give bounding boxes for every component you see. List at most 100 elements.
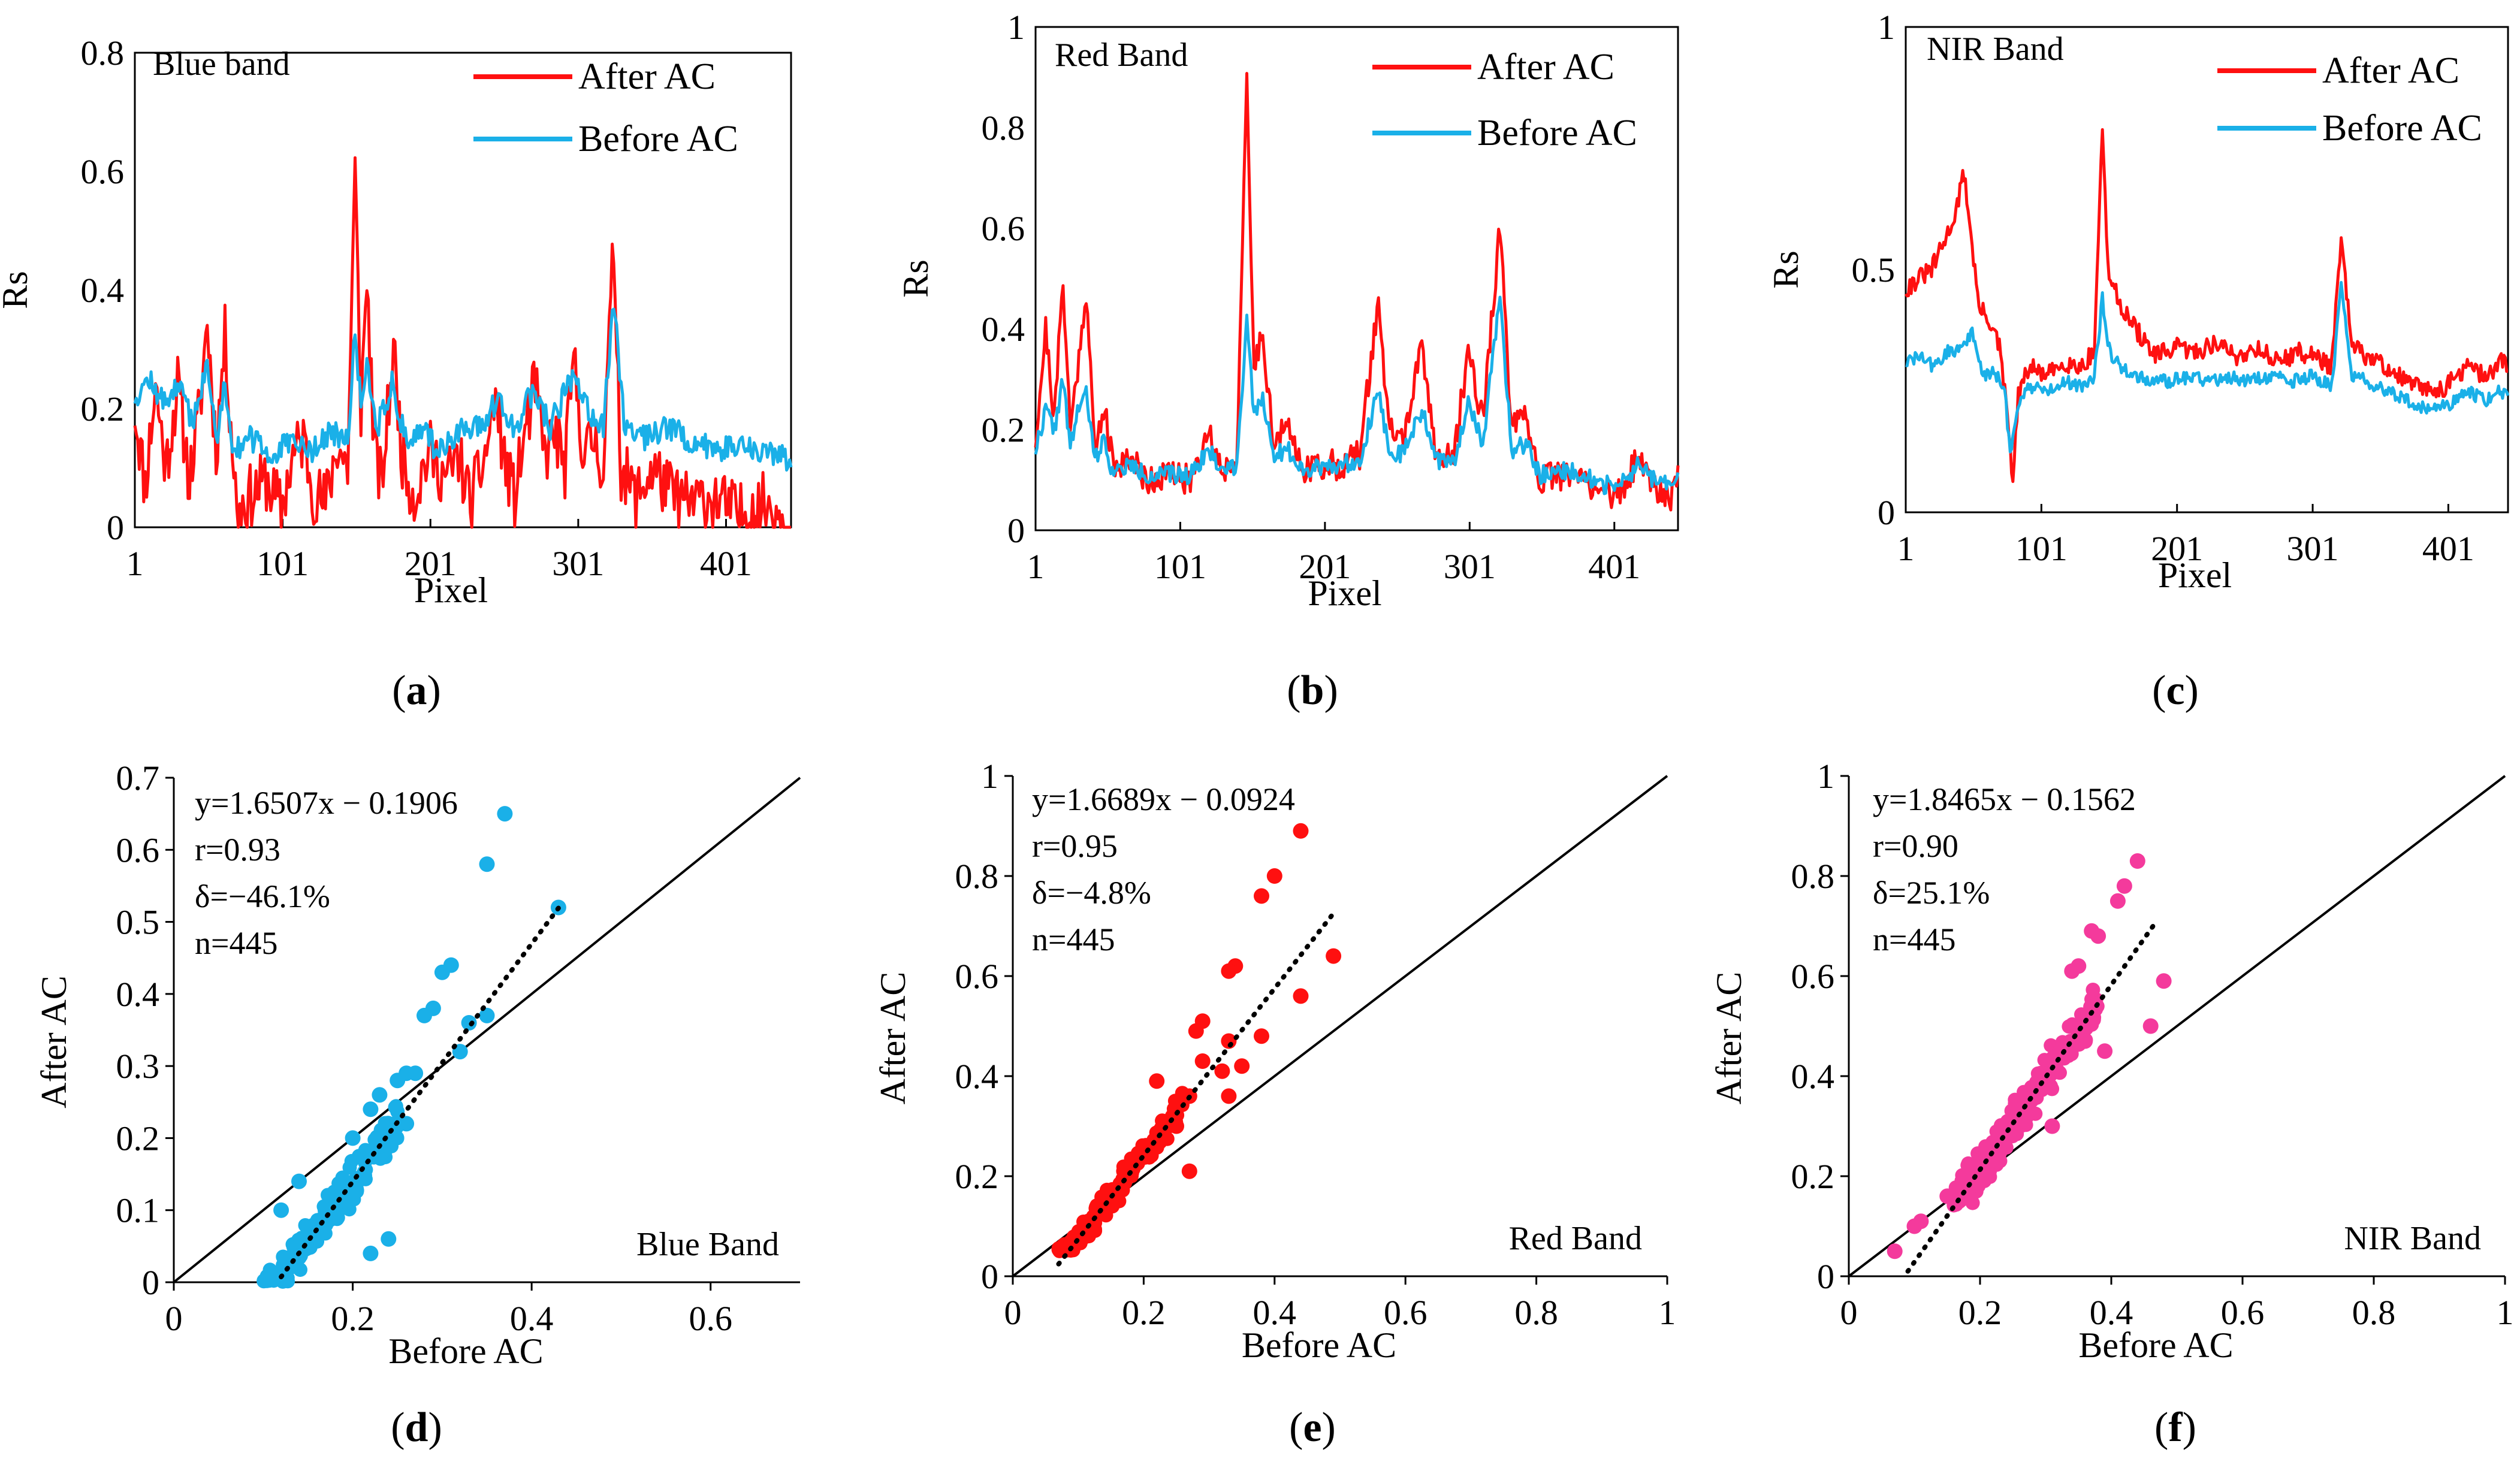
stat-text: y=1.6507x − 0.1906 bbox=[195, 785, 458, 821]
scatter-point bbox=[291, 1173, 307, 1189]
stat-text: y=1.6689x − 0.0924 bbox=[1032, 781, 1295, 817]
y-tick-label: 0.6 bbox=[982, 209, 1025, 248]
panel-title: Blue Band bbox=[636, 1226, 779, 1263]
series-line-before-ac bbox=[133, 307, 793, 472]
y-tick-label: 0.2 bbox=[116, 1119, 160, 1158]
scatter-point bbox=[345, 1130, 361, 1146]
panel-caption: (a) bbox=[392, 667, 441, 714]
scatter-point bbox=[1149, 1073, 1165, 1089]
x-axis-label: Pixel bbox=[2158, 555, 2232, 595]
scatter-point bbox=[1990, 1131, 2005, 1146]
y-tick-label: 0.2 bbox=[81, 389, 125, 428]
legend-label: Before AC bbox=[1477, 113, 1637, 153]
y-tick-label: 0 bbox=[1817, 1257, 1834, 1296]
panel-f: 0 0.2 0.4 0.6 0.8 1 0 0.2 0.4 0.6 0.8 1 Before AC Aft… bbox=[1709, 757, 2514, 1451]
panel-title: NIR Band bbox=[2344, 1220, 2481, 1257]
panel-caption: (b) bbox=[1287, 667, 1338, 714]
scatter-point bbox=[479, 856, 495, 872]
y-tick-label: 0 bbox=[981, 1257, 998, 1296]
x-tick-label: 1 bbox=[1027, 547, 1045, 586]
stat-text: δ=25.1% bbox=[1873, 875, 1990, 911]
x-axis-label: Pixel bbox=[414, 570, 488, 610]
x-tick-label: 0.8 bbox=[1514, 1293, 1558, 1332]
scatter-point bbox=[2077, 1033, 2093, 1049]
y-tick-label: 0 bbox=[1878, 493, 1895, 532]
y-tick-label: 0 bbox=[142, 1263, 159, 1302]
panel-caption-letter: e bbox=[1303, 1404, 1321, 1451]
scatter-point bbox=[2044, 1118, 2060, 1134]
panel-c: 0 0.5 1 1 101 201 301 401 Pixel Rs NIR Band After A… bbox=[1766, 8, 2510, 714]
y-tick-label: 0.8 bbox=[982, 108, 1025, 147]
scatter-point bbox=[2051, 1046, 2066, 1061]
stat-text: r=0.95 bbox=[1032, 828, 1118, 864]
scatter-point bbox=[1913, 1213, 1929, 1230]
series-line-before-ac bbox=[1034, 295, 1680, 496]
one-to-one-line bbox=[173, 777, 801, 1283]
x-tick-label: 0.2 bbox=[1958, 1293, 2002, 1332]
x-tick-label: 0.4 bbox=[1253, 1293, 1297, 1332]
y-tick-label: 0.8 bbox=[1791, 857, 1835, 896]
x-tick-label: 201 bbox=[405, 544, 457, 583]
panel-caption: (f) bbox=[2154, 1404, 2196, 1451]
panel-title: Red Band bbox=[1509, 1220, 1642, 1257]
x-tick-label: 401 bbox=[2422, 529, 2474, 568]
panel-title: NIR Band bbox=[1927, 31, 2064, 68]
series-line-before-ac bbox=[1905, 280, 2510, 454]
y-tick-label: 0.8 bbox=[955, 857, 999, 896]
x-tick-label: 0.6 bbox=[1384, 1293, 1428, 1332]
x-tick-label: 1 bbox=[126, 544, 144, 583]
panel-caption-letter: b bbox=[1301, 667, 1324, 714]
stat-text: δ=−46.1% bbox=[195, 878, 330, 914]
x-tick-label: 0 bbox=[1004, 1293, 1022, 1332]
x-tick-label: 0.2 bbox=[1122, 1293, 1166, 1332]
x-tick-label: 0.4 bbox=[2090, 1293, 2133, 1332]
x-tick-label: 0.2 bbox=[331, 1299, 375, 1338]
scatter-point bbox=[388, 1100, 403, 1114]
legend-label: After AC bbox=[1477, 47, 1614, 87]
y-tick-label: 0.6 bbox=[955, 957, 999, 996]
stat-text: y=1.8465x − 0.1562 bbox=[1873, 781, 2136, 817]
x-tick-label: 1 bbox=[1659, 1293, 1676, 1332]
scatter-point bbox=[2156, 973, 2172, 989]
panel-title: Blue band bbox=[153, 46, 290, 83]
scatter-point bbox=[1293, 988, 1309, 1004]
stat-text: n=445 bbox=[195, 925, 277, 961]
scatter-point bbox=[342, 1160, 357, 1175]
y-axis-label: Rs bbox=[896, 259, 935, 297]
stat-text: r=0.93 bbox=[195, 832, 280, 868]
y-axis-label: After AC bbox=[873, 972, 913, 1105]
scatter-point bbox=[2109, 893, 2126, 909]
scatter-point bbox=[479, 1007, 495, 1023]
y-tick-label: 0.7 bbox=[116, 759, 160, 798]
y-tick-label: 0.4 bbox=[982, 310, 1025, 349]
y-tick-label: 0.2 bbox=[982, 410, 1025, 449]
legend-label: After AC bbox=[2322, 50, 2459, 91]
scatter-point bbox=[1254, 888, 1269, 904]
x-axis-label: Before AC bbox=[1242, 1325, 1396, 1365]
scatter-point bbox=[381, 1231, 397, 1247]
x-tick-label: 0.8 bbox=[2352, 1293, 2396, 1332]
y-tick-label: 0.4 bbox=[955, 1057, 999, 1096]
scatter-point bbox=[1188, 1023, 1204, 1039]
panel-d: 0 0.1 0.2 0.3 0.4 0.5 0.6 0.7 0 0.2 0.4 0.6 Before A… bbox=[34, 759, 801, 1451]
scatter-point bbox=[417, 1007, 432, 1023]
scatter-point bbox=[2033, 1083, 2048, 1098]
stat-text: n=445 bbox=[1873, 922, 1955, 957]
scatter-point bbox=[381, 1116, 396, 1131]
x-tick-label: 301 bbox=[552, 544, 604, 583]
x-tick-label: 101 bbox=[1154, 547, 1206, 586]
scatter-point bbox=[1194, 1053, 1211, 1069]
panel-b: 0 0.2 0.4 0.6 0.8 1 1 101 201 301 401 Pixel Rs Red Ba… bbox=[896, 8, 1680, 714]
y-tick-label: 0.4 bbox=[81, 271, 125, 310]
stat-text: δ=−4.8% bbox=[1032, 875, 1151, 911]
y-tick-label: 0.8 bbox=[81, 34, 125, 73]
scatter-point bbox=[1221, 963, 1237, 979]
x-axis-label: Before AC bbox=[2078, 1325, 2233, 1365]
scatter-point bbox=[1939, 1188, 1955, 1204]
scatter-point bbox=[434, 964, 450, 980]
panel-a: 0 0.2 0.4 0.6 0.8 1 101 201 301 401 Pixel Rs Blue ba… bbox=[0, 34, 793, 714]
x-axis-label: Before AC bbox=[388, 1331, 543, 1371]
x-tick-label: 301 bbox=[2287, 529, 2339, 568]
y-tick-label: 0.2 bbox=[955, 1157, 999, 1196]
panel-caption-letter: d bbox=[405, 1404, 428, 1451]
